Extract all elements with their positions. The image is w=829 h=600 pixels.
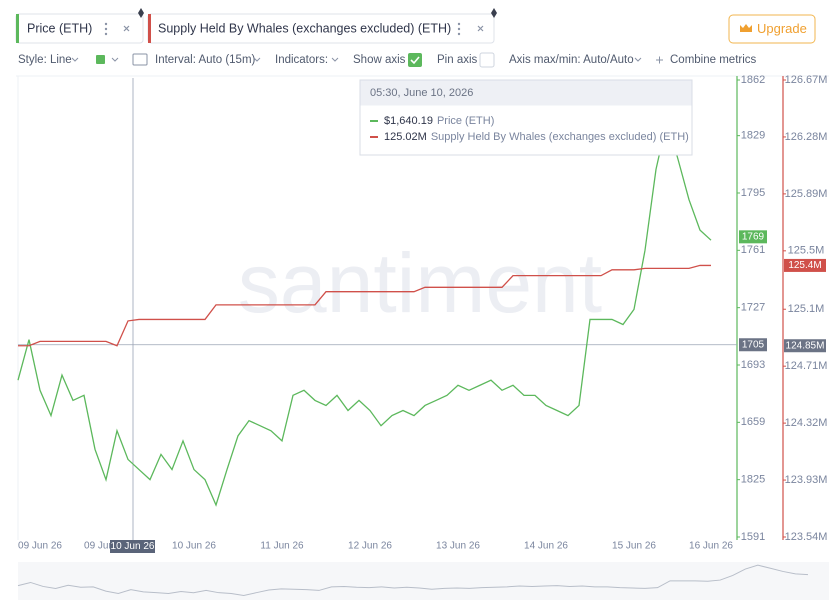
tooltip-name: Supply Held By Whales (exchanges exclude… <box>431 131 689 143</box>
crosshair-y2-box <box>784 339 826 353</box>
tooltip-date: 05:30, June 10, 2026 <box>370 87 473 99</box>
crosshair-date: 10 Jun 26 <box>111 541 155 552</box>
close-icon[interactable] <box>123 25 130 32</box>
crosshair-y-box <box>739 338 767 352</box>
watermark: santiment <box>238 236 602 330</box>
axis-minmax-setting[interactable]: Axis max/min: Auto/Auto <box>509 54 634 66</box>
crosshair-date-box <box>110 540 155 553</box>
chip-color <box>148 14 151 43</box>
interval-icon <box>132 53 148 66</box>
x-tick-label: 09 Jun 26 <box>84 541 128 552</box>
plot-area: 1862 1829 1795 1761 1727 1693 1659 1825 1591 126.… <box>17 74 829 600</box>
y2-tick-label: 123.93M <box>785 474 828 486</box>
y2-tick-label: 124.32M <box>785 417 828 429</box>
tooltip-value: $1,640.19 <box>384 115 433 127</box>
y2-tick-label: 124.71M <box>785 360 828 372</box>
y-tick-label: 1659 <box>741 416 765 428</box>
x-tick-label: 15 Jun 26 <box>612 541 656 552</box>
menu-icon[interactable] <box>457 22 461 36</box>
last-price-box <box>739 230 767 244</box>
indicators-setting[interactable]: Indicators: <box>275 54 328 66</box>
chevron <box>111 57 119 62</box>
y-tick-label: 1829 <box>741 130 765 142</box>
menu-icon[interactable] <box>104 22 108 36</box>
y-tick-label: 1795 <box>741 187 765 199</box>
y-tick-label: 1727 <box>741 302 765 314</box>
upgrade-label[interactable]: Upgrade <box>757 21 807 36</box>
chevron <box>71 57 79 62</box>
check-icon <box>410 56 420 65</box>
upgrade-button[interactable] <box>728 14 816 44</box>
chip-label[interactable]: Price (ETH) <box>27 21 92 35</box>
series-line <box>18 264 711 347</box>
interval-setting[interactable]: Interval: Auto (15m) <box>155 54 256 66</box>
chevron <box>253 57 261 62</box>
last-price: 1769 <box>742 231 765 242</box>
last-supply: 125.4M <box>788 260 821 271</box>
pin-axis-label[interactable]: Pin axis <box>437 54 478 66</box>
y2-tick-label: 125.5M <box>788 245 825 257</box>
crown-icon <box>740 24 752 32</box>
y2-tick-label: 126.67M <box>785 74 828 86</box>
x-tick-label: 13 Jun 26 <box>436 541 480 552</box>
close-icon[interactable] <box>477 25 484 32</box>
y2-tick-label: 123.54M <box>785 531 828 543</box>
x-tick-label: 16 Jun 26 <box>689 541 733 552</box>
combine-metrics[interactable]: Combine metrics <box>670 54 757 66</box>
x-tick-label: 09 Jun 26 <box>18 541 62 552</box>
tooltip-name: Price (ETH) <box>437 115 494 127</box>
color-setting[interactable] <box>96 55 105 64</box>
y-tick-label: 1761 <box>741 244 765 256</box>
y2-tick-label: 125.1M <box>788 303 825 315</box>
y-tick-label: 1825 <box>741 474 765 486</box>
last-supply-box <box>784 258 826 272</box>
plus-icon <box>656 56 663 64</box>
crosshair-y: 1705 <box>742 339 765 350</box>
style-setting[interactable]: Style: Line <box>18 54 72 66</box>
chevron <box>331 57 339 62</box>
crosshair-y2: 124.85M <box>786 340 825 351</box>
y2-tick-label: 126.28M <box>785 131 828 143</box>
show-axis-checkbox[interactable] <box>408 53 422 67</box>
series-line <box>17 120 712 507</box>
x-tick-label: 12 Jun 26 <box>348 541 392 552</box>
navigator-line <box>17 564 809 596</box>
tooltip-value: 125.02M <box>384 131 427 143</box>
pin-axis-checkbox[interactable] <box>479 52 495 68</box>
y-tick-label: 1693 <box>741 359 765 371</box>
show-axis-label[interactable]: Show axis <box>353 54 406 66</box>
chevron <box>634 57 642 62</box>
chip-color <box>16 14 19 43</box>
x-tick-label: 10 Jun 26 <box>172 541 216 552</box>
x-tick-label: 14 Jun 26 <box>524 541 568 552</box>
y-tick-label: 1591 <box>741 531 765 543</box>
y2-tick-label: 125.89M <box>785 188 828 200</box>
tooltip-header <box>360 80 692 106</box>
x-tick-label: 11 Jun 26 <box>260 541 304 552</box>
chip-label[interactable]: Supply Held By Whales (exchanges exclude… <box>158 21 451 35</box>
y-tick-label: 1862 <box>741 74 765 86</box>
